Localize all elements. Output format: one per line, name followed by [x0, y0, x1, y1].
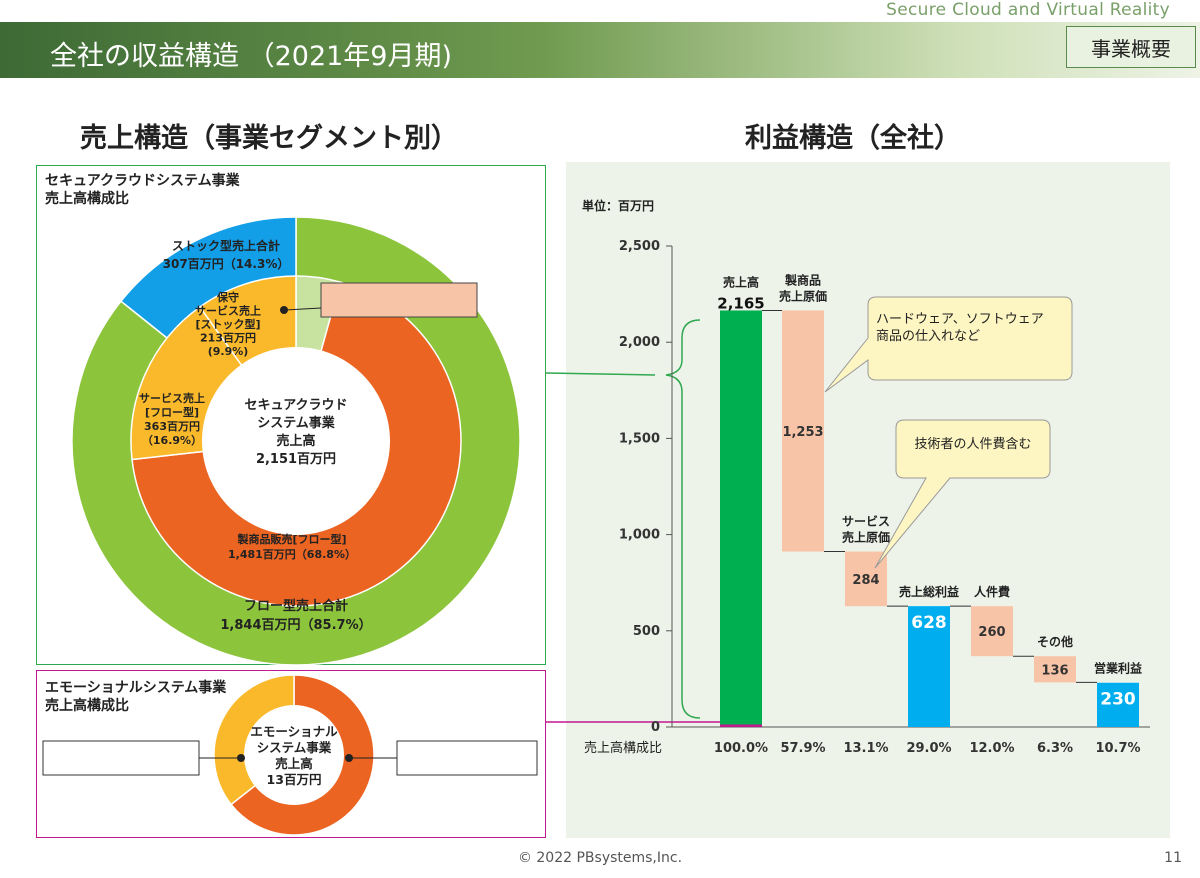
waterfall-category-label-3-0: 売上総利益	[899, 584, 959, 599]
waterfall-ratio-6: 10.7%	[1095, 741, 1140, 756]
secure-center-line4: 2,151百万円	[256, 452, 336, 467]
stock-service-label-line-2: [ストック型]	[195, 317, 260, 331]
stock-total-label-line-1: 307百万円（14.3%）	[163, 256, 290, 271]
emotional-center-line3: 売上高	[275, 756, 313, 771]
waterfall-category-label-4-0: 人件費	[974, 584, 1010, 599]
y-tick-label-3: 1,500	[619, 431, 660, 446]
secure-panel-title-line1: セキュアクラウドシステム事業	[45, 173, 240, 189]
callout-engineer-text: 技術者の人件費含む	[914, 436, 1031, 452]
secure-connector-line	[545, 372, 656, 376]
emotional-panel-title-line2: 売上高構成比	[45, 698, 129, 714]
waterfall-bar-0	[720, 310, 762, 727]
waterfall-value-label-2: 284	[852, 573, 879, 588]
left-heading: 売上構造（事業セグメント別）	[80, 123, 458, 154]
waterfall-ratio-3: 29.0%	[906, 741, 951, 756]
callout-engineer-bubble	[874, 419, 1051, 569]
ratio-row-label: 売上高構成比	[584, 740, 662, 756]
stock-product-leader	[284, 307, 322, 311]
waterfall-ratio-0: 100.0%	[714, 741, 768, 756]
stock-service-label-line-4: (9.9%)	[208, 345, 249, 358]
emotional-panel: エモーショナルシステム事業 売上高構成比	[36, 670, 546, 838]
section-tag: 事業概要	[1066, 26, 1196, 68]
stock-service-label-line-3: 213百万円	[200, 332, 256, 345]
callout-hardware-line2: 商品の仕入れなど	[876, 329, 980, 344]
flow-service-label-line-1: [フロー型]	[145, 405, 199, 419]
waterfall-bar-emotional-part	[720, 724, 762, 727]
callout-hardware-line1: ハードウェア、ソフトウェア	[876, 312, 1044, 327]
flow-total-label-line-1: 1,844百万円（85.7%）	[220, 617, 371, 633]
emotional-service-dot	[237, 754, 245, 762]
waterfall-value-label-3: 628	[911, 613, 947, 633]
waterfall-category-label-6-0: 営業利益	[1094, 661, 1142, 676]
flow-total-label-line-0: フロー型売上合計	[244, 598, 348, 614]
emotional-center-line1: エモーショナル	[250, 724, 338, 739]
waterfall-value-label-1: 1,253	[782, 425, 823, 440]
waterfall-bar-1	[782, 310, 824, 552]
waterfall-chart-area	[566, 162, 1170, 838]
emotional-center-line2: システム事業	[257, 740, 332, 755]
waterfall-ratio-4: 12.0%	[969, 741, 1014, 756]
emotional-service-callout-box	[42, 740, 200, 776]
waterfall-category-label-0-0: 売上高	[723, 274, 759, 289]
header-bar	[0, 22, 1200, 78]
flow-product-label-line-0: 製商品販売[フロー型]	[236, 532, 346, 546]
emotional-donut-hole	[244, 705, 344, 805]
waterfall-bar-5	[1034, 656, 1076, 683]
footer-copyright: © 2022 PBsystems,Inc.	[517, 850, 683, 866]
waterfall-ratio-1: 57.9%	[780, 741, 825, 756]
secure-panel-title: セキュアクラウドシステム事業 売上高構成比	[45, 172, 240, 208]
waterfall-labels: 2,165売上高100.0%1,253製商品売上原価57.9%284サービス売上…	[714, 272, 1142, 756]
waterfall-bar-6	[1097, 682, 1139, 727]
y-tick-label-4: 2,000	[619, 335, 660, 350]
right-heading: 利益構造（全社）	[745, 123, 961, 154]
waterfall-bar-3	[908, 606, 950, 727]
emotional-center-line4: 13百万円	[267, 772, 322, 787]
waterfall-value-label-0: 2,165	[717, 294, 764, 312]
page-number: 11	[1164, 850, 1182, 866]
waterfall-category-label-5-0: その他	[1037, 634, 1073, 649]
flow-service-label-line-2: 363百万円	[144, 420, 200, 433]
waterfall-value-label-5: 136	[1041, 663, 1068, 678]
stock-product-dot	[280, 306, 288, 314]
waterfall-category-label-2-0: サービス	[842, 514, 890, 529]
callout-hardware-bubble	[824, 296, 1073, 393]
emotional-product-dot	[345, 754, 353, 762]
stock-total-label-line-0: ストック型売上合計	[172, 238, 280, 253]
secure-center-line3: 売上高	[276, 433, 315, 449]
waterfall-category-label-1-1: 売上原価	[779, 288, 827, 303]
stock-service-label-line-0: 保守	[216, 290, 239, 304]
y-tick-label-2: 1,000	[619, 528, 660, 543]
y-tick-label-0: 0	[651, 720, 660, 735]
secure-bracket	[665, 319, 701, 719]
waterfall-category-label-2-1: 売上原価	[842, 530, 890, 545]
tagline: Secure Cloud and Virtual Reality	[886, 0, 1170, 20]
page-title: 全社の収益構造 （2021年9月期)	[50, 41, 453, 72]
stock-service-label-line-1: サービス売上	[195, 304, 261, 318]
waterfall-ratio-2: 13.1%	[843, 741, 888, 756]
y-tick-label-5: 2,500	[619, 239, 660, 254]
emotional-product-callout-box	[396, 740, 538, 776]
emotional-panel-title: エモーショナルシステム事業 売上高構成比	[45, 679, 226, 715]
y-tick-label-1: 500	[633, 624, 660, 639]
waterfall-category-label-1-0: 製商品	[784, 272, 821, 287]
flow-service-label-line-3: （16.9%）	[142, 434, 202, 447]
waterfall-value-label-6: 230	[1100, 690, 1136, 710]
flow-service-label-line-0: サービス売上	[139, 391, 205, 405]
waterfall-bar-4	[971, 606, 1013, 657]
flow-product-label-line-1: 1,481百万円（68.8%）	[228, 548, 356, 561]
secure-panel-title-line2: 売上高構成比	[45, 191, 129, 207]
stock-product-callout-box	[320, 282, 478, 318]
secure-center-line1: セキュアクラウド	[244, 398, 347, 413]
emotional-panel-title-line1: エモーショナルシステム事業	[45, 680, 227, 696]
secure-center-line2: システム事業	[257, 415, 336, 431]
waterfall-value-label-4: 260	[978, 625, 1005, 640]
secure-donut-hole	[202, 347, 390, 535]
unit-label: 単位：百万円	[582, 198, 654, 213]
waterfall-ratio-5: 6.3%	[1037, 741, 1073, 756]
